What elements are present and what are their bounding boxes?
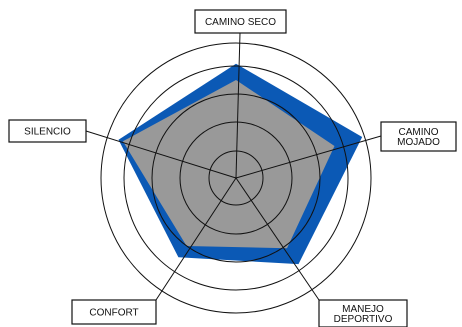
axis-label-box-4	[71, 299, 157, 325]
axis-label-4: CONFORT	[89, 308, 138, 319]
grid-ring-4	[123, 65, 349, 291]
grid-ring-5	[100, 42, 372, 314]
grid-ring-2	[179, 121, 293, 235]
axis-spoke-1	[235, 32, 241, 179]
axis-label-2-line-2: MOJADO	[397, 137, 440, 148]
axis-spoke-3	[235, 177, 320, 301]
grid-ring-3	[151, 93, 321, 263]
axis-spoke-4	[155, 177, 237, 301]
series-2-area	[122, 80, 335, 249]
axis-spoke-5	[85, 130, 237, 179]
axis-label-3-line-1: MANEJO	[342, 304, 384, 315]
axis-label-box-1	[194, 9, 287, 34]
axis-label-3-line-2: DEPORTIVO	[334, 314, 393, 325]
axis-label-5: SILENCIO	[24, 127, 71, 138]
axis-spoke-2	[235, 135, 382, 179]
axis-label-box-3	[318, 299, 408, 327]
grid-layer	[85, 32, 382, 314]
series-layer	[118, 63, 363, 265]
axis-label-box-2	[380, 121, 457, 152]
axis-label-1: CAMINO SECO	[205, 17, 276, 28]
grid-ring-1	[208, 150, 264, 206]
axis-label-2-line-1: CAMINO	[399, 127, 439, 138]
axis-label-box-5	[8, 119, 87, 143]
